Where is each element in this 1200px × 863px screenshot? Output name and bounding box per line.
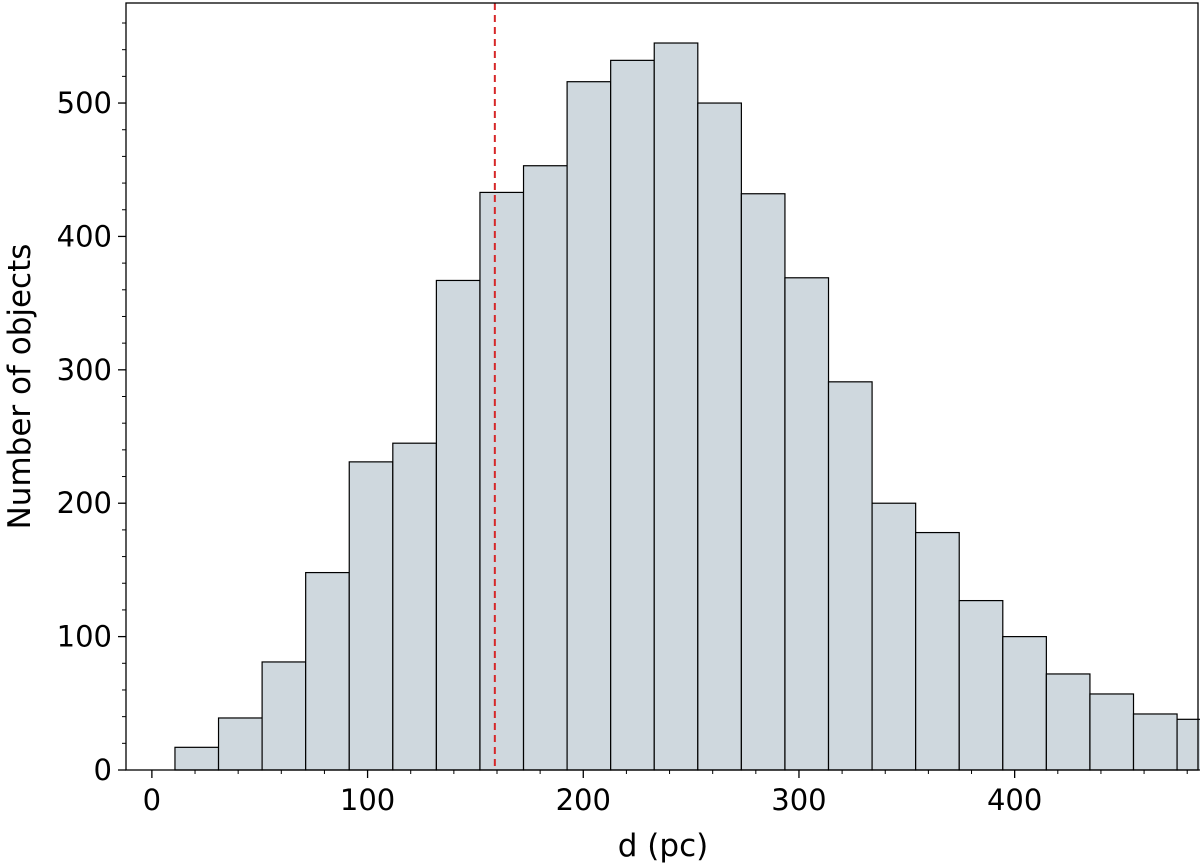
histogram-bar <box>915 531 960 771</box>
histogram-bar <box>784 277 830 771</box>
y-tick-label: 100 <box>57 620 112 654</box>
histogram-bars <box>174 42 1200 771</box>
y-tick-label: 400 <box>57 219 112 253</box>
histogram-bar <box>697 102 742 771</box>
histogram-bar <box>1089 693 1135 771</box>
histogram-bar <box>348 461 394 771</box>
y-axis-label: Number of objects <box>2 244 38 530</box>
histogram-bar <box>522 165 568 771</box>
histogram-bar <box>174 746 220 771</box>
histogram-bar <box>566 81 612 771</box>
x-tick-label: 400 <box>987 783 1042 817</box>
histogram-bar <box>958 599 1004 771</box>
x-tick-label: 300 <box>771 783 826 817</box>
y-axis-ticks: 0 100 200 300 400 500 <box>57 22 126 787</box>
histogram-bar <box>740 193 786 771</box>
y-tick-label: 0 <box>94 753 112 787</box>
histogram-bar <box>1002 636 1047 771</box>
x-tick-label: 200 <box>556 783 611 817</box>
histogram-bar <box>653 42 699 771</box>
histogram-bar <box>435 279 481 771</box>
x-axis-label: d (pc) <box>618 828 708 863</box>
histogram-bar <box>1045 673 1091 771</box>
histogram-bar <box>1132 713 1178 771</box>
histogram-bar <box>871 502 917 771</box>
histogram-bar <box>217 717 263 771</box>
y-tick-label: 200 <box>57 486 112 520</box>
x-axis-ticks: 0 100 200 300 400 <box>143 770 1188 817</box>
y-tick-label: 300 <box>57 353 112 387</box>
plot-frame <box>125 2 1199 771</box>
histogram-bar <box>479 191 525 771</box>
x-tick-label: 0 <box>143 783 161 817</box>
histogram-bar <box>261 661 307 771</box>
histogram-bar <box>392 442 437 771</box>
x-tick-label: 100 <box>340 783 395 817</box>
histogram-bar <box>1176 718 1200 771</box>
histogram-bar <box>827 381 873 771</box>
histogram-bar <box>610 59 655 771</box>
y-tick-label: 500 <box>57 86 112 120</box>
histogram-bar <box>305 571 350 771</box>
